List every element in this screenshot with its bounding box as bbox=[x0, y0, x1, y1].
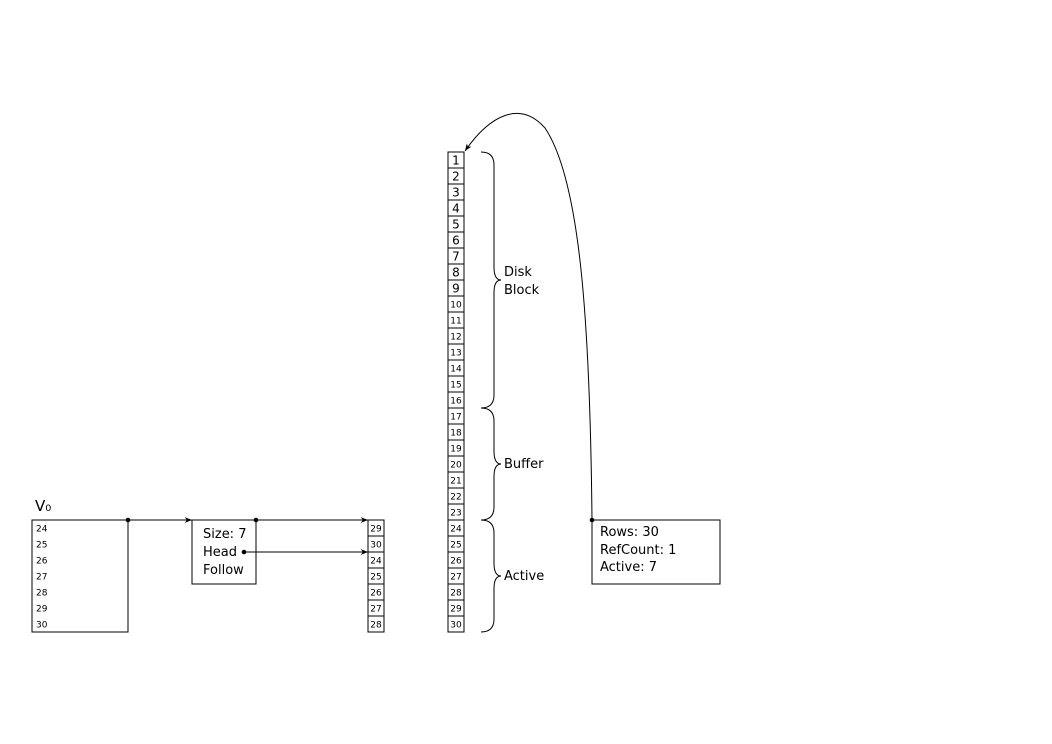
ring-row-label: 30 bbox=[370, 541, 382, 551]
ring-row-label: 28 bbox=[370, 621, 382, 631]
ring-row-label: 29 bbox=[370, 525, 382, 535]
table-row-cell bbox=[447, 615, 465, 633]
vector-rows: 24 25 26 27 28 29 30 bbox=[36, 525, 48, 631]
table-row-label: 13 bbox=[450, 349, 461, 359]
vector-row-label: 29 bbox=[36, 605, 48, 615]
table-row-label: 29 bbox=[450, 605, 462, 615]
table-column: 1234567891011121314151617181920212223242… bbox=[447, 151, 465, 633]
table-row-label: 25 bbox=[450, 541, 461, 551]
selection-pointer-dot bbox=[253, 517, 259, 523]
table-row-label: 2 bbox=[452, 170, 460, 184]
table-row-label: 16 bbox=[450, 397, 462, 407]
vector-pointer-dot bbox=[125, 517, 131, 523]
vector-row-label: 25 bbox=[36, 541, 47, 551]
table-row-label: 9 bbox=[452, 282, 460, 296]
table-row-label: 22 bbox=[450, 493, 461, 503]
selection-head: Head bbox=[203, 545, 237, 560]
table-row-label: 8 bbox=[452, 266, 460, 280]
table-row-label: 19 bbox=[450, 445, 462, 455]
selection-size: Size: 7 bbox=[203, 527, 246, 542]
vector-row-label: 26 bbox=[36, 557, 48, 567]
table-row-label: 1 bbox=[452, 154, 460, 168]
brace-disk-block: Disk Block bbox=[480, 151, 540, 409]
table-row-label: 28 bbox=[450, 589, 462, 599]
selection-follow: Follow bbox=[203, 563, 244, 578]
info-to-table-curve-arrow bbox=[464, 112, 593, 521]
table-row-label: 27 bbox=[450, 573, 461, 583]
ring-buffer-column: 29 30 24 25 26 27 28 bbox=[367, 519, 385, 633]
table-row-label: 5 bbox=[452, 218, 460, 232]
vector-row-label: 24 bbox=[36, 525, 48, 535]
brace-disk-label-2: Block bbox=[504, 283, 540, 298]
table-row-label: 21 bbox=[450, 477, 461, 487]
table-row-label: 10 bbox=[450, 301, 462, 311]
table-row-label: 30 bbox=[450, 621, 462, 631]
head-pointer-dot bbox=[241, 549, 247, 555]
table-row-label: 24 bbox=[450, 525, 462, 535]
brace-disk-label-1: Disk bbox=[504, 265, 532, 280]
brace-buffer-label: Buffer bbox=[504, 457, 544, 472]
info-active: Active: 7 bbox=[600, 560, 657, 575]
brace-active-label: Active bbox=[504, 569, 544, 584]
table-row-label: 12 bbox=[450, 333, 461, 343]
table-row-label: 14 bbox=[450, 365, 462, 375]
vector-row-label: 30 bbox=[36, 621, 48, 631]
ring-row-label: 24 bbox=[370, 557, 382, 567]
vector-box bbox=[31, 519, 129, 633]
info-rows: Rows: 30 bbox=[600, 525, 659, 540]
table-row-label: 18 bbox=[450, 429, 462, 439]
table-row-label: 17 bbox=[450, 413, 461, 423]
brace-active: Active bbox=[480, 519, 544, 633]
brace-buffer: Buffer bbox=[480, 407, 544, 521]
info-refcount: RefCount: 1 bbox=[600, 543, 676, 558]
table-row-label: 11 bbox=[450, 317, 461, 327]
ring-row-label: 26 bbox=[370, 589, 382, 599]
vector-title: V₀ bbox=[35, 497, 51, 515]
info-box-group: Rows: 30 RefCount: 1 Active: 7 bbox=[591, 519, 721, 585]
vector-row-label: 28 bbox=[36, 589, 48, 599]
vector-row-label: 27 bbox=[36, 573, 47, 583]
ring-row-label: 25 bbox=[370, 573, 381, 583]
vector-v0: V₀ 24 25 26 27 28 29 30 bbox=[31, 497, 129, 633]
table-row-label: 26 bbox=[450, 557, 462, 567]
table-row-label: 23 bbox=[450, 509, 461, 519]
info-box bbox=[591, 519, 721, 585]
table-row-label: 7 bbox=[452, 250, 460, 264]
table-row-label: 20 bbox=[450, 461, 462, 471]
table-row-label: 15 bbox=[450, 381, 461, 391]
ring-row-cell bbox=[367, 615, 385, 633]
table-row-label: 3 bbox=[452, 186, 460, 200]
ring-row-label: 27 bbox=[370, 605, 381, 615]
info-pointer-dot bbox=[589, 517, 595, 523]
table-row-label: 4 bbox=[452, 202, 460, 216]
table-row-label: 6 bbox=[452, 234, 460, 248]
